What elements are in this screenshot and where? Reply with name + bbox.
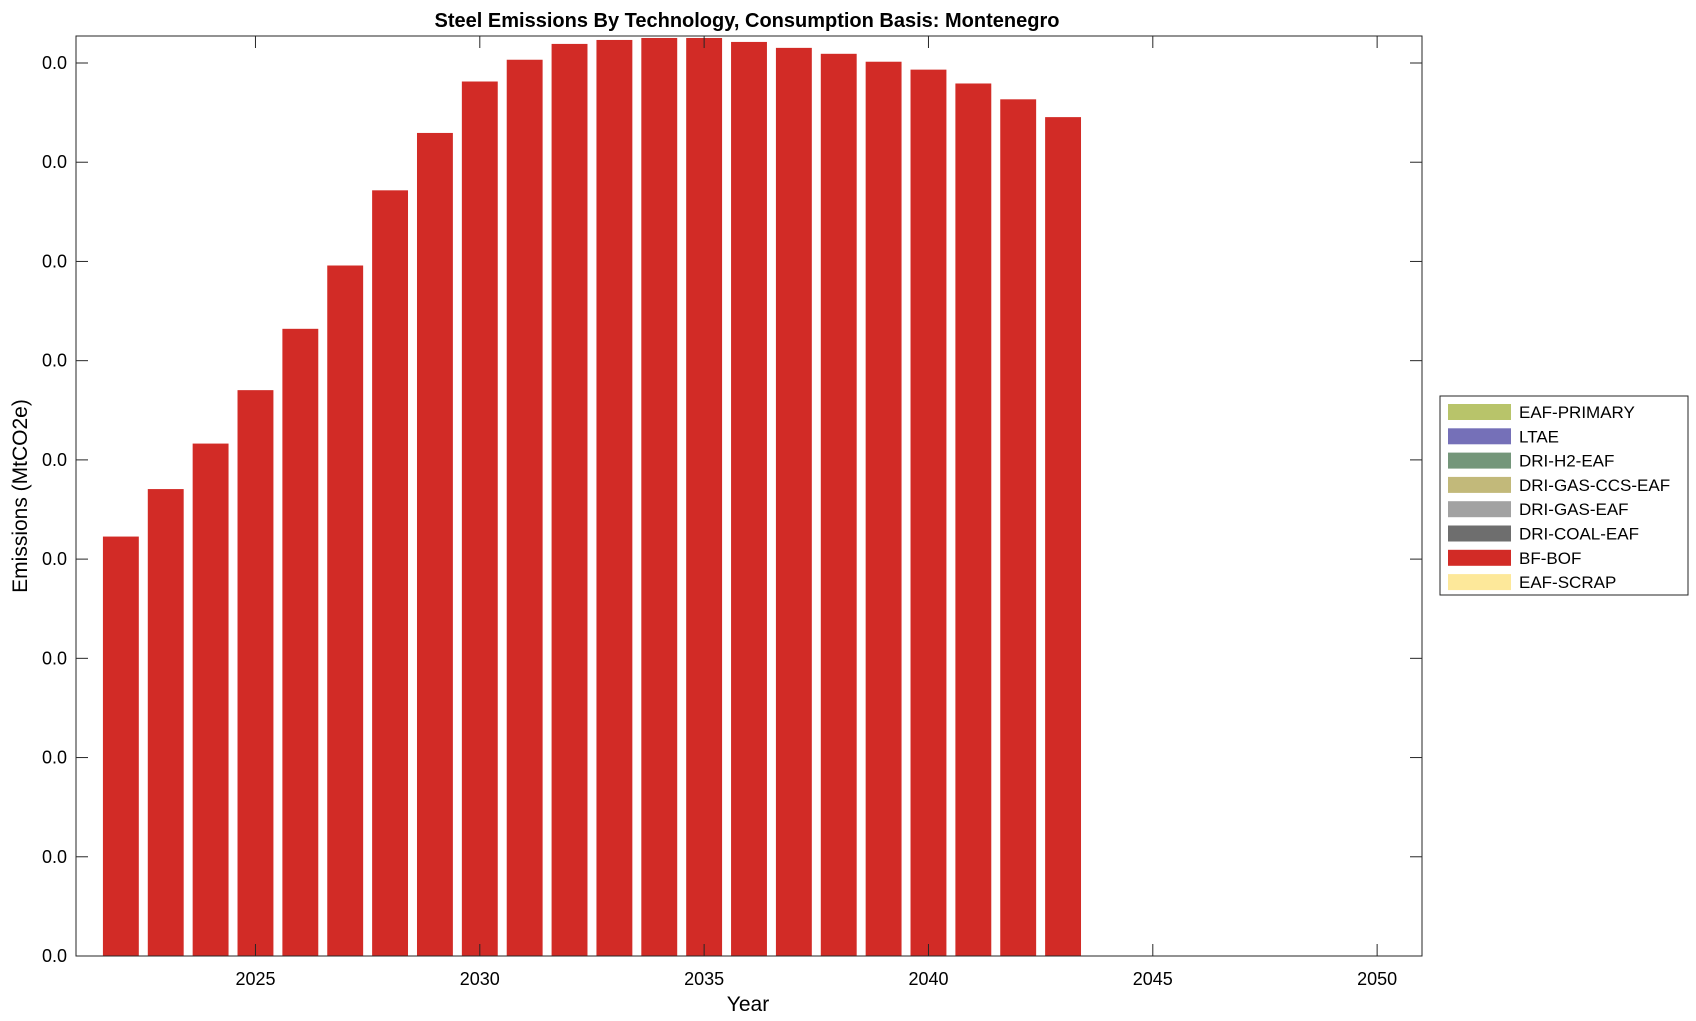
bar-bf-bof-2022 (102, 536, 139, 956)
legend-swatch-ltae (1448, 428, 1511, 445)
legend-swatch-bf-bof (1448, 549, 1511, 566)
x-tick-label-2040: 2040 (908, 969, 948, 989)
bar-bf-bof-2034 (641, 37, 678, 956)
y-tick-label-2: 0.0 (42, 748, 67, 768)
x-tick-label-2050: 2050 (1357, 969, 1397, 989)
bar-bf-bof-2041 (955, 83, 992, 956)
legend-label-dri-h2-eaf: DRI-H2-EAF (1519, 452, 1614, 471)
bar-bf-bof-2040 (910, 69, 947, 957)
y-tick-label-4: 0.0 (42, 549, 67, 569)
legend-swatch-dri-h2-eaf (1448, 452, 1511, 469)
bar-bf-bof-2032 (551, 43, 588, 956)
legend-swatch-dri-coal-eaf (1448, 525, 1511, 542)
x-axis-label: Year (727, 993, 769, 1016)
x-tick-label-2030: 2030 (460, 969, 500, 989)
legend-label-dri-gas-eaf: DRI-GAS-EAF (1519, 500, 1629, 519)
x-tick-label-2025: 2025 (235, 969, 275, 989)
y-tick-label-3: 0.0 (42, 648, 67, 668)
bars-layer (102, 37, 1082, 957)
y-tick-label-5: 0.0 (42, 450, 67, 470)
legend-swatch-eaf-primary (1448, 404, 1511, 420)
bar-bf-bof-2026 (282, 328, 319, 956)
y-tick-label-1: 0.0 (42, 847, 67, 867)
legend-items: EAF-PRIMARY LTAE DRI-H2-EAF DRI-GAS-CCS-EAF… (1448, 403, 1670, 592)
bar-bf-bof-2042 (1000, 99, 1037, 956)
legend: EAF-PRIMARY LTAE DRI-H2-EAF DRI-GAS-CCS-EAF… (1439, 395, 1689, 596)
chart-title: Steel Emissions By Technology, Consumpti… (435, 10, 1060, 32)
bar-bf-bof-2028 (372, 190, 409, 957)
legend-label-dri-gas-ccs-eaf: DRI-GAS-CCS-EAF (1519, 476, 1670, 495)
bar-bf-bof-2036 (731, 41, 767, 956)
legend-label-ltae: LTAE (1519, 427, 1559, 446)
x-tick-label-2045: 2045 (1133, 969, 1173, 989)
legend-label-bf-bof: BF-BOF (1519, 549, 1581, 568)
x-axis: 2025 2030 2035 2040 2045 2050 (235, 36, 1397, 989)
y-tick-label-0: 0.0 (42, 946, 67, 966)
bar-bf-bof-2025 (237, 390, 274, 957)
y-tick-label-8: 0.0 (42, 152, 67, 172)
bar-bf-bof-2033 (596, 39, 633, 957)
bar-bf-bof-2035 (686, 37, 723, 956)
legend-swatch-eaf-scrap (1448, 574, 1511, 591)
bar-bf-bof-2023 (147, 489, 184, 956)
bar-bf-bof-2043 (1045, 117, 1082, 956)
bar-bf-bof-2024 (192, 443, 229, 956)
bar-bf-bof-2031 (506, 59, 543, 956)
y-axis-label: Emissions (MtCO2e) (9, 399, 32, 593)
bar-bf-bof-2039 (865, 61, 902, 956)
legend-swatch-dri-gas-ccs-eaf (1448, 476, 1511, 493)
x-tick-label-2035: 2035 (684, 969, 724, 989)
y-tick-label-9: 0.0 (42, 53, 67, 73)
y-tick-label-6: 0.0 (42, 351, 67, 371)
bar-bf-bof-2037 (775, 47, 812, 956)
legend-swatch-dri-gas-eaf (1448, 501, 1511, 518)
bar-bf-bof-2038 (820, 53, 857, 956)
y-tick-label-7: 0.0 (42, 251, 67, 271)
bar-bf-bof-2030 (461, 81, 498, 957)
legend-label-eaf-scrap: EAF-SCRAP (1519, 573, 1616, 592)
y-axis: 0.0 0.0 0.0 0.0 0.0 0.0 0.0 0.0 0.0 0.0 (42, 53, 1422, 966)
legend-label-eaf-primary: EAF-PRIMARY (1519, 403, 1635, 422)
legend-label-dri-coal-eaf: DRI-COAL-EAF (1519, 525, 1639, 544)
bar-bf-bof-2029 (416, 132, 453, 957)
plot-frame (75, 35, 1423, 957)
bar-bf-bof-2027 (327, 265, 364, 956)
